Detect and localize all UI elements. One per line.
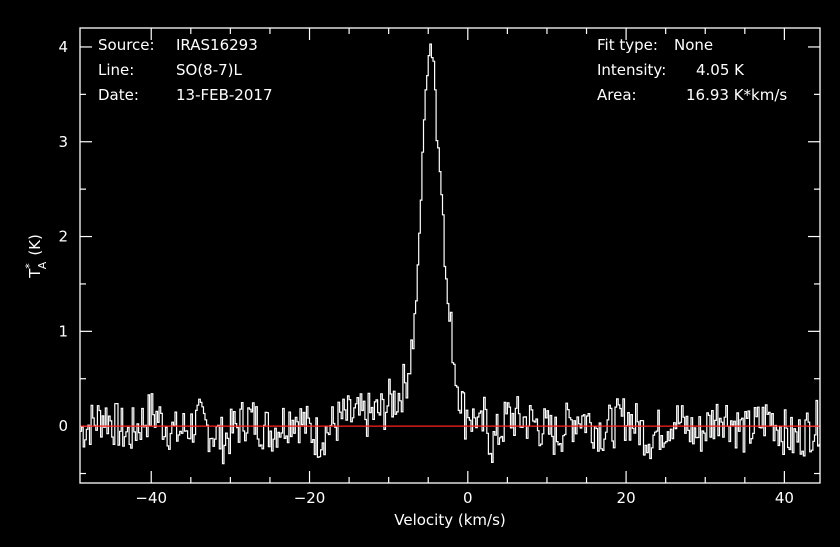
line-label: Line: [98, 61, 134, 79]
source-label: Source: [98, 36, 155, 54]
y-tick-label: 0 [58, 417, 68, 435]
spectrum-line [80, 43, 820, 465]
y-axis-label-unit: (K) [26, 234, 44, 256]
x-tick-label: −40 [135, 489, 167, 507]
y-tick-label: 4 [58, 38, 68, 56]
x-tick-label: 0 [463, 489, 473, 507]
svg-text:T*A(K): T*A (K) [23, 234, 49, 279]
y-tick-label: 2 [58, 228, 68, 246]
x-axis-label: Velocity (km/s) [394, 511, 505, 529]
intensity-label: Intensity: [597, 61, 666, 79]
y-axis-label: T*A (K) [23, 234, 49, 279]
y-tick-label: 1 [58, 322, 68, 340]
y-axis-label-sup: * [23, 263, 36, 269]
y-axis-label-sub: A [36, 261, 49, 269]
area-value: 16.93 K*km/s [686, 86, 787, 104]
line-value: SO(8-7)L [176, 61, 243, 79]
x-tick-label: 40 [775, 489, 794, 507]
x-tick-label: −20 [294, 489, 326, 507]
plot-frame [79, 27, 821, 484]
x-tick-label: 20 [617, 489, 636, 507]
fit-type-value: None [674, 36, 713, 54]
date-value: 13-FEB-2017 [176, 86, 272, 104]
y-axis-label-main: T [26, 268, 44, 279]
date-label: Date: [98, 86, 139, 104]
y-tick-label: 3 [58, 133, 68, 151]
source-value: IRAS16293 [176, 36, 258, 54]
area-label: Area: [597, 86, 637, 104]
fit-type-label: Fit type: [597, 36, 658, 54]
intensity-value: 4.05 K [696, 61, 745, 79]
axis-ticks: −40 −20 0 20 40 0 1 2 3 4 [58, 28, 820, 507]
